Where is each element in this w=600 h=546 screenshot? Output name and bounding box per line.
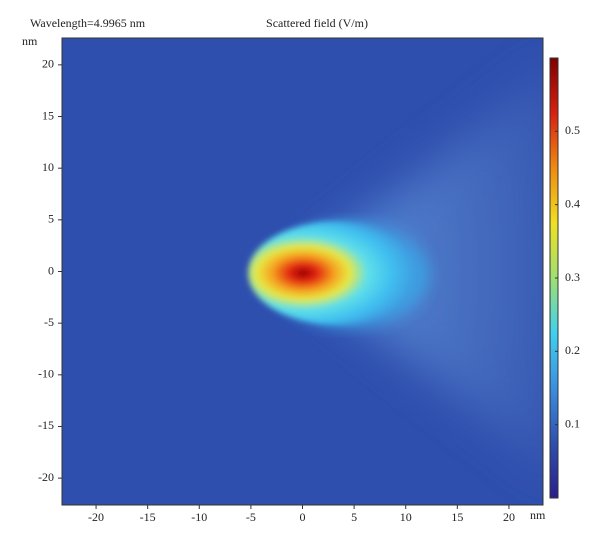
x-tick-label: -5 xyxy=(246,510,256,524)
x-tick-label: -20 xyxy=(88,510,104,524)
x-tick-label: -10 xyxy=(191,510,207,524)
y-axis-label: nm xyxy=(22,34,38,48)
x-tick-label: 20 xyxy=(503,510,515,524)
y-tick-label: -10 xyxy=(38,367,54,381)
subtitle: Wavelength=4.9965 nm xyxy=(30,16,146,30)
chart-title: Scattered field (V/m) xyxy=(266,16,368,30)
field xyxy=(62,38,543,505)
x-tick-label: 5 xyxy=(351,510,357,524)
y-tick-label: -5 xyxy=(44,315,54,329)
colorbar-tick-label: 0.4 xyxy=(565,196,580,210)
x-tick-label: -15 xyxy=(140,510,156,524)
field-hotspot xyxy=(248,221,432,325)
x-tick-label: 10 xyxy=(400,510,412,524)
y-tick-label: 20 xyxy=(42,57,54,71)
x-axis-label: nm xyxy=(530,508,546,522)
colorbar-tick-label: 0.1 xyxy=(565,416,580,430)
y-tick-label: 5 xyxy=(48,212,54,226)
y-tick-label: -20 xyxy=(38,470,54,484)
y-tick-label: -15 xyxy=(38,418,54,432)
x-tick-label: 15 xyxy=(451,510,463,524)
y-tick-label: 15 xyxy=(42,108,54,122)
colorbar-tick-label: 0.3 xyxy=(565,270,580,284)
colorbar-tick-label: 0.2 xyxy=(565,343,580,357)
colorbar-tick-label: 0.5 xyxy=(565,123,580,137)
y-tick-label: 0 xyxy=(48,263,54,277)
x-tick-label: 0 xyxy=(300,510,306,524)
y-tick-label: 10 xyxy=(42,160,54,174)
